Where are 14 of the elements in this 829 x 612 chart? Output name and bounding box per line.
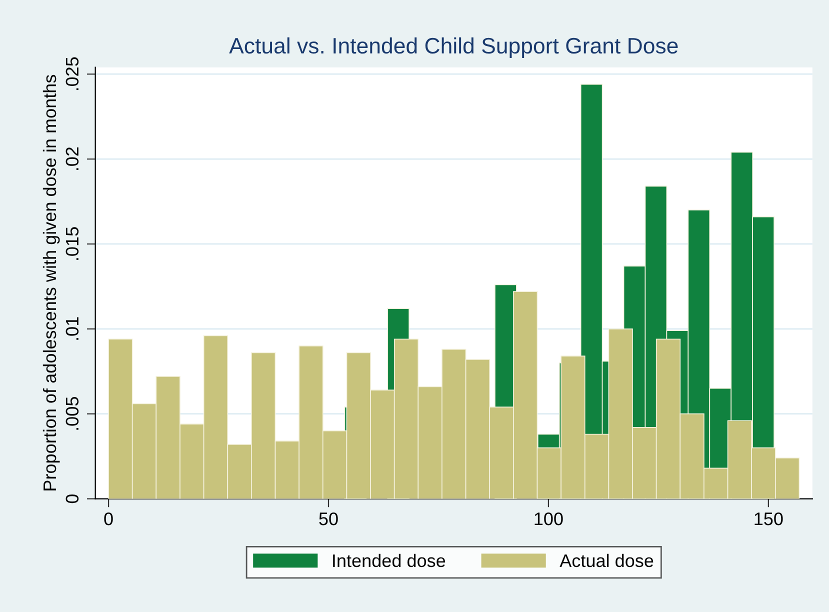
y-tick-label: .015 [66,227,79,260]
x-tick-label: 100 [534,512,563,526]
y-tick-label: .01 [66,317,79,340]
y-tick-label: 0 [66,494,79,504]
x-tick-label: 50 [319,512,338,526]
chart-title: Actual vs. Intended Child Support Grant Dose [229,37,678,58]
y-tick-label: .025 [66,57,79,90]
y-axis-title: Proportion of adolescents with given dose in months [42,74,60,490]
y-tick-label: .02 [66,147,79,170]
y-tick-label: .005 [66,397,79,430]
x-tick-label: 150 [754,512,783,526]
legend-label: Actual dose [560,554,654,568]
x-tick-label: 0 [104,512,113,526]
legend-label: Intended dose [333,554,446,568]
